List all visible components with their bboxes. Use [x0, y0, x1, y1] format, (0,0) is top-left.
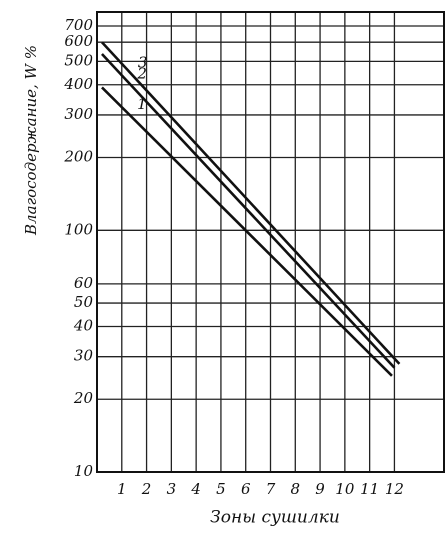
- series-label: 2: [136, 65, 147, 83]
- x-tick-label: 6: [241, 480, 251, 498]
- y-axis-title: Влагосодержание, W %: [22, 45, 40, 236]
- x-tick-label: 3: [167, 480, 177, 498]
- y-tick-label: 60: [74, 274, 94, 292]
- series-line: [101, 41, 401, 365]
- x-axis-title: Зоны сушилки: [210, 508, 340, 528]
- y-tick-label: 400: [63, 75, 93, 93]
- x-tick-label: 8: [291, 480, 301, 498]
- y-tick-label: 600: [64, 32, 93, 50]
- y-tick-label: 500: [64, 51, 93, 69]
- y-tick-label: 20: [73, 389, 94, 407]
- plot-frame: [96, 11, 445, 473]
- x-tick-label: 11: [360, 480, 379, 498]
- series-label: 1: [137, 95, 147, 113]
- x-tick-label: 12: [385, 480, 404, 498]
- y-tick-label: 30: [74, 347, 94, 365]
- series-line: [101, 53, 396, 369]
- x-tick-label: 5: [216, 480, 226, 498]
- x-tick-label: 1: [117, 480, 127, 498]
- x-tick-label: 2: [141, 480, 152, 498]
- y-tick-label: 300: [64, 105, 93, 123]
- series-label: 3: [138, 54, 148, 72]
- y-tick-label: 10: [74, 462, 94, 480]
- y-tick-label: 100: [64, 220, 93, 238]
- x-tick-label: 4: [190, 480, 201, 498]
- y-tick-label: 50: [74, 293, 94, 311]
- x-tick-label: 10: [335, 480, 355, 498]
- y-tick-label: 200: [63, 148, 93, 166]
- y-tick-label: 700: [64, 16, 93, 34]
- y-tick-label: 40: [73, 316, 94, 334]
- x-tick-label: 7: [266, 480, 276, 498]
- x-tick-label: 9: [315, 480, 325, 498]
- series-line: [101, 86, 393, 377]
